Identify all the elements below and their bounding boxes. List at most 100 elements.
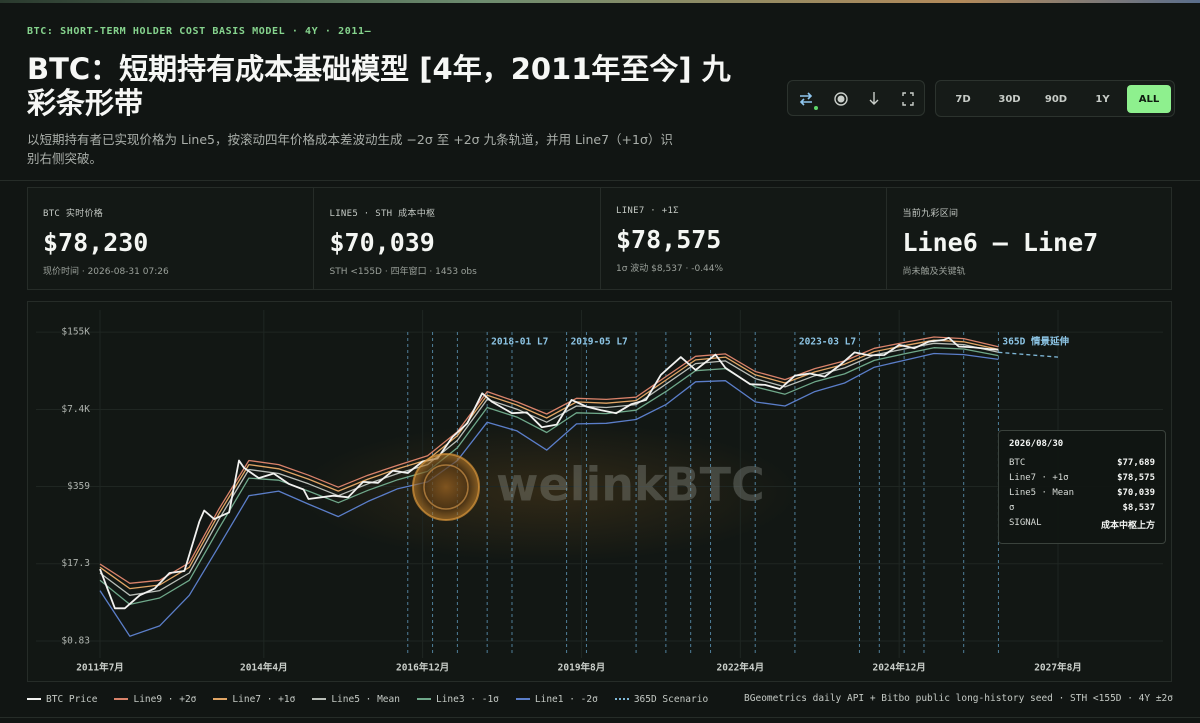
x-tick-label: 2014年4月 bbox=[240, 662, 288, 674]
tooltip-value: $78,575 bbox=[1117, 473, 1155, 483]
range-button[interactable]: 90D bbox=[1044, 93, 1068, 105]
tooltip-key: BTC bbox=[1009, 458, 1026, 468]
range-button[interactable]: 30D bbox=[998, 93, 1021, 105]
card-note: 尚未触及关键轨 bbox=[902, 267, 966, 277]
stat-card: 当前九彩区间 Line6 — Line7 尚未触及关键轨 bbox=[888, 188, 1174, 289]
tooltip-row: Line7 · +1σ $78,575 bbox=[1009, 473, 1155, 488]
x-tick-label: 2011年7月 bbox=[76, 662, 124, 674]
stat-card: LINE7 · +1Σ $78,575 1σ 波动 $8,537 · -0.44% bbox=[601, 188, 887, 289]
legend-label: 365D Scenario bbox=[633, 693, 709, 705]
tooltip-row: BTC $77,689 bbox=[1009, 458, 1155, 473]
stat-cards: BTC 实时价格 $78,230 现价时间 · 2026-08-31 07:26 LI… bbox=[27, 187, 1172, 290]
band-line bbox=[99, 347, 999, 606]
watermark: welinkBTC bbox=[496, 458, 765, 512]
y-tick-label: $0.83 bbox=[61, 635, 90, 646]
chart-panel: $0.83 $17.3 $359 $7.4K $155K 2011年7月 2014年4月 20… bbox=[27, 301, 1172, 682]
series bbox=[99, 336, 1059, 637]
legend-swatch bbox=[213, 698, 228, 700]
tooltip-date: 2026/08/30 bbox=[1009, 439, 1064, 449]
range-selector: 7D 30D 90D 1Y ALL bbox=[935, 80, 1175, 117]
card-label: LINE7 · +1Σ bbox=[616, 206, 679, 216]
tooltip-key: Line7 · +1σ bbox=[1009, 473, 1069, 483]
x-tick-label: 2022年4月 bbox=[717, 662, 765, 674]
y-tick-label: $359 bbox=[67, 481, 90, 492]
legend-label: BTC Price bbox=[46, 693, 98, 705]
band-line bbox=[998, 351, 1059, 358]
subtitle: 以短期持有者已实现价格为 Line5，按滚动四年价格成本差波动生成 −2σ 至 … bbox=[27, 132, 673, 166]
tooltip-value: $8,537 bbox=[1122, 503, 1155, 513]
legend-swatch bbox=[114, 698, 129, 700]
range-button[interactable]: ALL bbox=[1127, 85, 1171, 113]
legend-item: Line5 · Mean bbox=[312, 692, 400, 706]
legend-item: Line1 · -2σ bbox=[515, 692, 598, 706]
x-tick-label: 2016年12月 bbox=[396, 662, 449, 674]
event-label: 2018-01 L7 bbox=[491, 337, 548, 348]
card-note: 1σ 波动 $8,537 · -0.44% bbox=[616, 264, 724, 274]
band-line bbox=[99, 339, 999, 590]
tooltip-key: SIGNAL bbox=[1009, 518, 1042, 528]
tooltip: 2026/08/30 BTC $77,689 Line7 · +1σ $78,575 L… bbox=[998, 430, 1166, 544]
card-note: 现价时间 · 2026-08-31 07:26 bbox=[43, 267, 169, 277]
legend-label: Line5 · Mean bbox=[331, 693, 400, 705]
chart: $0.83 $17.3 $359 $7.4K $155K 2011年7月 2014年4月 20… bbox=[36, 310, 1163, 674]
tooltip-value: 成本中枢上方 bbox=[1100, 521, 1155, 531]
card-note: STH <155D · 四年窗口 · 1453 obs bbox=[329, 267, 477, 277]
band-line bbox=[99, 352, 999, 637]
legend-item: BTC Price bbox=[27, 692, 97, 706]
fullscreen-button[interactable] bbox=[902, 92, 914, 106]
card-value: $78,230 bbox=[43, 228, 149, 257]
y-tick-label: $7.4K bbox=[61, 404, 90, 415]
card-value: $78,575 bbox=[616, 225, 722, 254]
tooltip-row: SIGNAL 成本中枢上方 bbox=[1009, 518, 1155, 533]
stat-card: LINE5 · STH 成本中枢 $70,039 STH <155D · 四年窗口 … bbox=[315, 188, 601, 289]
range-button[interactable]: 7D bbox=[955, 93, 971, 105]
price-line bbox=[99, 336, 999, 610]
x-tick-label: 2024年12月 bbox=[872, 662, 925, 674]
event-label: 2019-05 L7 bbox=[571, 337, 628, 348]
tooltip-value: $70,039 bbox=[1117, 488, 1155, 498]
kicker: BTC: SHORT-TERM HOLDER COST BASIS MODEL … bbox=[27, 26, 372, 37]
watermark-logo bbox=[412, 453, 480, 521]
card-value: Line6 — Line7 bbox=[902, 228, 1099, 257]
legend-label: Line3 · -1σ bbox=[435, 693, 499, 705]
card-label: LINE5 · STH 成本中枢 bbox=[329, 209, 436, 219]
legend-item: 365D Scenario bbox=[614, 692, 709, 706]
separator bbox=[0, 717, 1200, 718]
tooltip-value: $77,689 bbox=[1117, 458, 1155, 468]
top-accent bbox=[0, 0, 1200, 3]
legend-swatch bbox=[312, 698, 327, 700]
range-button[interactable]: 1Y bbox=[1095, 93, 1110, 105]
event-label: 2023-03 L7 bbox=[799, 337, 856, 348]
stat-card: BTC 实时价格 $78,230 现价时间 · 2026-08-31 07:26 bbox=[28, 188, 314, 289]
card-label: BTC 实时价格 bbox=[43, 209, 104, 219]
tooltip-key: Line5 · Mean bbox=[1009, 488, 1075, 498]
legend-item: Line3 · -1σ bbox=[416, 692, 499, 706]
legend-label: Line1 · -2σ bbox=[534, 693, 598, 705]
page-title: BTC：短期持有成本基础模型 [4年，2011年至今] 九彩条形带 bbox=[27, 52, 731, 120]
legend-item: Line7 · +1σ bbox=[213, 692, 295, 706]
legend-swatch bbox=[27, 698, 41, 700]
card-label: 当前九彩区间 bbox=[902, 209, 959, 219]
tool-icons bbox=[799, 92, 914, 110]
y-tick-label: $155K bbox=[61, 327, 90, 338]
download-button[interactable] bbox=[869, 92, 879, 105]
record-button[interactable] bbox=[834, 92, 848, 106]
x-tick-label: 2027年8月 bbox=[1034, 662, 1082, 674]
legend-swatch bbox=[416, 698, 431, 700]
x-tick-label: 2019年8月 bbox=[558, 662, 606, 674]
source-note: BGeometrics daily API + Bitbo public lon… bbox=[744, 693, 1173, 704]
legend-swatch bbox=[614, 698, 629, 700]
legend: BTC Price Line9 · +2σ Line7 · +1σ Line5 · M… bbox=[27, 692, 708, 706]
tooltip-row: σ $8,537 bbox=[1009, 503, 1155, 518]
legend-label: Line9 · +2σ bbox=[133, 693, 197, 705]
legend-label: Line7 · +1σ bbox=[232, 693, 296, 705]
tool-buttons bbox=[787, 80, 925, 116]
legend-swatch bbox=[515, 698, 530, 700]
tooltip-key: σ bbox=[1009, 503, 1015, 513]
tooltip-row: Line5 · Mean $70,039 bbox=[1009, 488, 1155, 503]
swap-button[interactable] bbox=[799, 92, 818, 110]
y-tick-label: $17.3 bbox=[61, 558, 90, 569]
legend-item: Line9 · +2σ bbox=[114, 692, 196, 706]
card-value: $70,039 bbox=[329, 228, 435, 257]
